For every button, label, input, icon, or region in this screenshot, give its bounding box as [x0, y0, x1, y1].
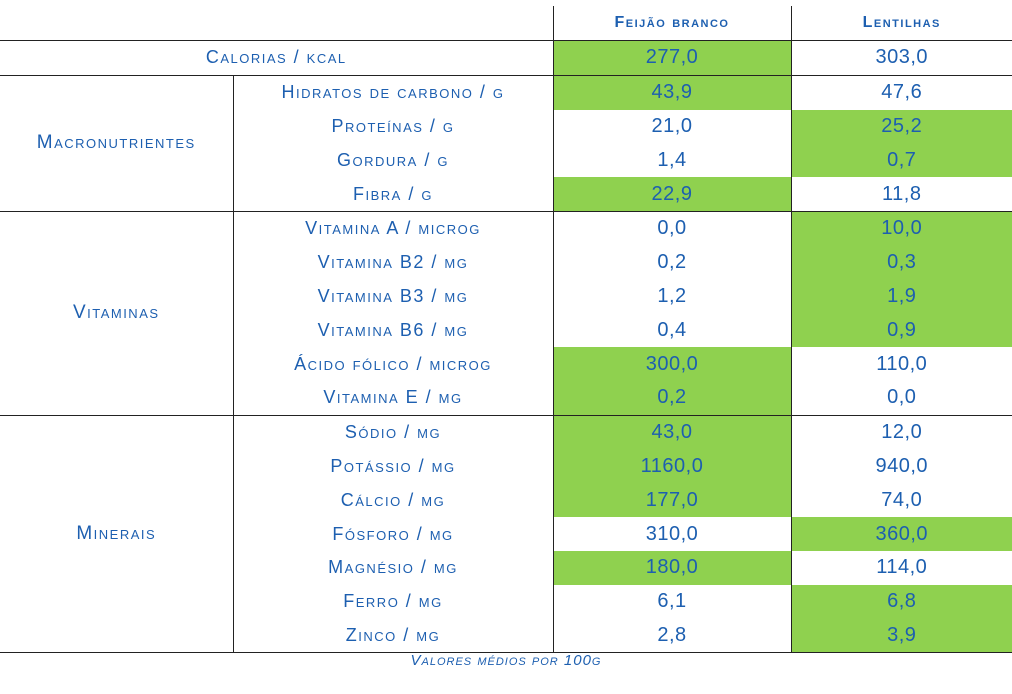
lentilhas-value: 110,0: [790, 347, 1012, 381]
lentilhas-value: 10,0: [790, 211, 1012, 246]
nutrient-row: Minerais Sódio / mg 43,0 12,0: [0, 415, 1012, 654]
lentilhas-value: 47,6: [790, 75, 1012, 110]
nutrient-label: Magnésio / mg: [232, 550, 553, 585]
lentilhas-value: 1,9: [790, 279, 1012, 314]
lentilhas-value: 360,0: [790, 517, 1012, 551]
feijao-value: 0,0: [552, 211, 791, 246]
nutrient-row: Vitamina B6 / mg 0,4 0,9: [0, 313, 1012, 348]
nutrient-label: Cálcio / mg: [232, 483, 553, 518]
footer-note: Valores médios por 100g: [410, 652, 602, 669]
feijao-value: 43,0: [552, 415, 791, 450]
lentilhas-value: 74,0: [790, 483, 1012, 518]
lentilhas-value: 25,2: [790, 109, 1012, 144]
feijao-value: 6,1: [552, 584, 791, 619]
lentilhas-value: 11,8: [790, 177, 1012, 212]
nutrient-label: Gordura / g: [232, 143, 553, 178]
nutrient-label: Hidratos de carbono / g: [232, 75, 553, 110]
header-blank-cell: [0, 6, 553, 41]
feijao-value: 300,0: [552, 347, 791, 381]
nutrient-label: Fibra / g: [232, 177, 553, 212]
nutrient-row: Proteínas / g 21,0 25,2: [0, 109, 1012, 144]
feijao-value: 1160,0: [552, 449, 791, 484]
feijao-value: 1,2: [552, 279, 791, 314]
nutrient-row: Fósforo / mg 310,0 360,0: [0, 517, 1012, 551]
feijao-value: 0,2: [552, 380, 791, 416]
nutrient-label: Vitamina B2 / mg: [232, 245, 553, 280]
group-label: Minerais: [0, 415, 233, 654]
calorias-row: Calorias / kcal 277,0 303,0: [0, 40, 1012, 76]
nutrient-row: Magnésio / mg 180,0 114,0: [0, 550, 1012, 585]
nutrient-row: Fibra / g 22,9 11,8: [0, 177, 1012, 212]
nutrient-label: Proteínas / g: [232, 109, 553, 144]
feijao-value: 1,4: [552, 143, 791, 178]
nutrient-row: Gordura / g 1,4 0,7: [0, 143, 1012, 178]
header-feijao: Feijão branco: [552, 6, 791, 41]
header-lentilhas: Lentilhas: [790, 6, 1012, 41]
lentilhas-value: 6,8: [790, 584, 1012, 619]
lentilhas-value: 0,3: [790, 245, 1012, 280]
group-label: Vitaminas: [0, 211, 233, 416]
feijao-value: 0,2: [552, 245, 791, 280]
nutrient-row: Zinco / mg 2,8 3,9: [0, 618, 1012, 654]
nutrient-label: Fósforo / mg: [232, 517, 553, 551]
lentilhas-value: 0,7: [790, 143, 1012, 178]
lentilhas-value: 940,0: [790, 449, 1012, 484]
nutrition-table: Feijão branco Lentilhas Calorias / kcal …: [0, 6, 1012, 654]
lentilhas-value: 0,0: [790, 380, 1012, 416]
nutrient-row: Vitaminas Vitamina A / microg 0,0 10,0: [0, 211, 1012, 416]
nutrient-label: Vitamina E / mg: [232, 380, 553, 416]
feijao-value: 177,0: [552, 483, 791, 518]
lentilhas-value: 12,0: [790, 415, 1012, 450]
nutrient-label: Potássio / mg: [232, 449, 553, 484]
calorias-feijao-value: 277,0: [552, 40, 791, 76]
calorias-label: Calorias / kcal: [0, 40, 553, 76]
feijao-value: 43,9: [552, 75, 791, 110]
feijao-value: 22,9: [552, 177, 791, 212]
nutrient-row: Potássio / mg 1160,0 940,0: [0, 449, 1012, 484]
nutrient-label: Ácido fólico / microg: [232, 347, 553, 381]
nutrient-label: Zinco / mg: [232, 618, 553, 654]
nutrient-row: Vitamina B3 / mg 1,2 1,9: [0, 279, 1012, 314]
nutrient-label: Ferro / mg: [232, 584, 553, 619]
nutrient-label: Sódio / mg: [232, 415, 553, 450]
nutrient-label: Vitamina B6 / mg: [232, 313, 553, 348]
feijao-value: 310,0: [552, 517, 791, 551]
nutrient-row: Cálcio / mg 177,0 74,0: [0, 483, 1012, 518]
lentilhas-value: 0,9: [790, 313, 1012, 348]
nutrient-row: Vitamina B2 / mg 0,2 0,3: [0, 245, 1012, 280]
nutrient-row: Ácido fólico / microg 300,0 110,0: [0, 347, 1012, 381]
nutrient-row: Macronutrientes Hidratos de carbono / g 43…: [0, 75, 1012, 212]
calorias-lentilhas-value: 303,0: [790, 40, 1012, 76]
feijao-value: 180,0: [552, 550, 791, 585]
nutrient-row: Vitamina E / mg 0,2 0,0: [0, 380, 1012, 416]
header-row: Feijão branco Lentilhas: [0, 6, 1012, 41]
nutrient-label: Vitamina A / microg: [232, 211, 553, 246]
nutrient-label: Vitamina B3 / mg: [232, 279, 553, 314]
lentilhas-value: 3,9: [790, 618, 1012, 654]
nutrient-row: Ferro / mg 6,1 6,8: [0, 584, 1012, 619]
feijao-value: 21,0: [552, 109, 791, 144]
feijao-value: 2,8: [552, 618, 791, 654]
lentilhas-value: 114,0: [790, 550, 1012, 585]
group-label: Macronutrientes: [0, 75, 233, 212]
feijao-value: 0,4: [552, 313, 791, 348]
